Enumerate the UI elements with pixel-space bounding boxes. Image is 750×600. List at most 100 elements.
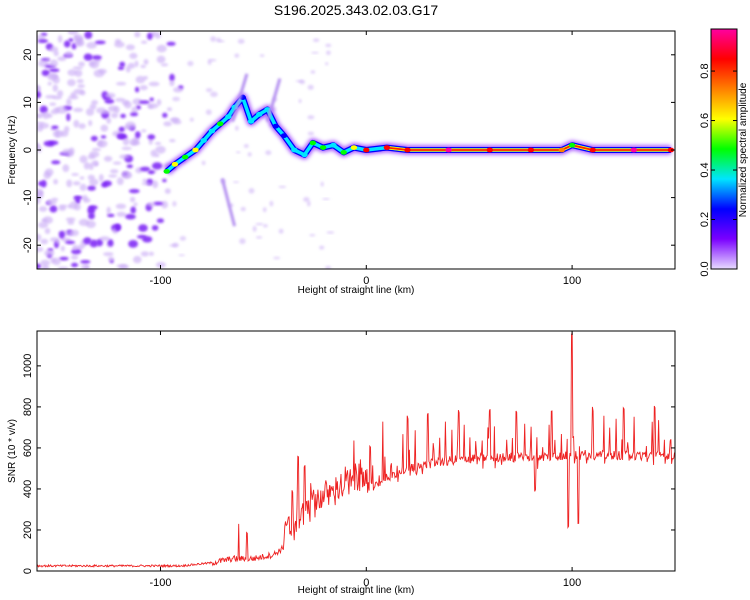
noise-blob bbox=[135, 75, 146, 84]
ridge-point bbox=[404, 147, 411, 153]
noise-blob bbox=[299, 79, 306, 85]
noise-blob bbox=[205, 88, 213, 93]
noise-blob bbox=[83, 197, 91, 203]
noise-blob bbox=[41, 69, 50, 77]
noise-blob bbox=[45, 95, 56, 99]
ridge-point bbox=[350, 145, 358, 151]
noise-blob bbox=[135, 131, 141, 139]
noise-blob bbox=[129, 52, 138, 60]
noise-blob bbox=[41, 264, 50, 269]
noise-blob bbox=[243, 144, 249, 148]
noise-blob bbox=[57, 56, 67, 62]
noise-blob bbox=[37, 246, 44, 253]
noise-blob bbox=[40, 179, 47, 188]
noise-blob bbox=[71, 173, 79, 176]
noise-blob bbox=[119, 154, 130, 159]
ridge-point bbox=[192, 147, 199, 153]
noise-blob bbox=[147, 32, 153, 40]
noise-blob bbox=[147, 170, 155, 175]
noise-blob bbox=[215, 37, 222, 43]
noise-blob bbox=[98, 174, 104, 182]
noise-blob bbox=[117, 66, 124, 70]
noise-blob bbox=[162, 178, 167, 183]
noise-blob bbox=[59, 256, 69, 261]
snr-ytick-label: 0 bbox=[22, 568, 34, 574]
noise-blob bbox=[38, 60, 49, 67]
snr-ytick-label: 400 bbox=[22, 480, 34, 498]
noise-blob bbox=[140, 251, 149, 257]
noise-blob bbox=[262, 207, 267, 213]
carrier-line bbox=[386, 144, 671, 151]
noise-blob bbox=[127, 62, 136, 69]
noise-blob bbox=[37, 263, 42, 269]
ridge-point bbox=[309, 140, 316, 146]
noise-blob bbox=[51, 125, 59, 130]
noise-blob bbox=[172, 96, 181, 102]
noise-blob bbox=[119, 61, 126, 68]
noise-blob bbox=[56, 106, 68, 114]
noise-blob bbox=[147, 134, 156, 140]
noise-blob bbox=[269, 200, 274, 207]
noise-blob bbox=[37, 233, 42, 242]
ridge-point bbox=[330, 142, 337, 148]
noise-blob bbox=[153, 201, 164, 206]
noise-blob bbox=[169, 73, 175, 82]
noise-blob bbox=[106, 117, 112, 124]
noise-blob bbox=[133, 255, 142, 264]
noise-blob bbox=[161, 200, 169, 209]
noise-blob bbox=[39, 105, 48, 114]
noise-blob bbox=[64, 51, 73, 58]
ridge-point bbox=[301, 152, 308, 158]
noise-blob bbox=[107, 214, 115, 217]
noise-blob bbox=[139, 100, 150, 104]
spectrogram-xtick-label: 100 bbox=[563, 275, 581, 287]
noise-blob bbox=[78, 123, 86, 129]
noise-blob bbox=[68, 95, 79, 100]
noise-blob bbox=[149, 97, 154, 102]
noise-blob bbox=[147, 202, 156, 208]
snr-xtick-label: 0 bbox=[363, 577, 369, 589]
noise-blob bbox=[163, 121, 172, 127]
noise-blob bbox=[103, 180, 112, 187]
noise-blob bbox=[134, 86, 140, 93]
noise-blob bbox=[38, 206, 48, 212]
noise-blob bbox=[57, 90, 64, 97]
noise-blob bbox=[72, 181, 81, 186]
noise-blob bbox=[187, 60, 194, 67]
noise-blob bbox=[235, 125, 239, 131]
noise-blob bbox=[78, 61, 85, 67]
noise-blob bbox=[313, 38, 320, 42]
colorbar-ticks: 0.0 0.2 0.4 0.6 0.8 bbox=[699, 63, 737, 277]
noise-blob bbox=[67, 69, 77, 76]
noise-blob bbox=[108, 256, 115, 262]
noise-blob bbox=[53, 178, 58, 185]
noise-blob bbox=[65, 240, 76, 245]
spectrogram-ytick-label: 0 bbox=[22, 147, 34, 153]
noise-blob bbox=[76, 79, 84, 84]
noise-blob bbox=[79, 176, 85, 180]
noise-blob bbox=[110, 169, 119, 174]
noise-blob bbox=[44, 249, 55, 257]
noise-blob bbox=[150, 149, 158, 157]
noise-blob bbox=[80, 264, 90, 269]
noise-blob bbox=[83, 237, 92, 245]
noise-blob bbox=[311, 51, 319, 54]
noise-blob bbox=[166, 41, 176, 46]
noise-blob bbox=[72, 244, 78, 251]
noise-blob bbox=[53, 50, 59, 57]
noise-blob bbox=[37, 91, 42, 99]
noise-blob bbox=[37, 84, 41, 91]
noise-blob bbox=[156, 218, 164, 223]
snr-ytick-label: 1000 bbox=[22, 354, 34, 378]
noise-blob bbox=[155, 261, 166, 268]
ridge-point bbox=[200, 138, 207, 143]
noise-blob bbox=[141, 40, 148, 44]
noise-blob bbox=[118, 126, 125, 132]
noise-blob bbox=[97, 140, 104, 147]
noise-blob bbox=[125, 121, 136, 130]
noise-blob bbox=[57, 266, 69, 269]
noise-blob bbox=[37, 121, 45, 125]
noise-blob bbox=[120, 113, 126, 119]
